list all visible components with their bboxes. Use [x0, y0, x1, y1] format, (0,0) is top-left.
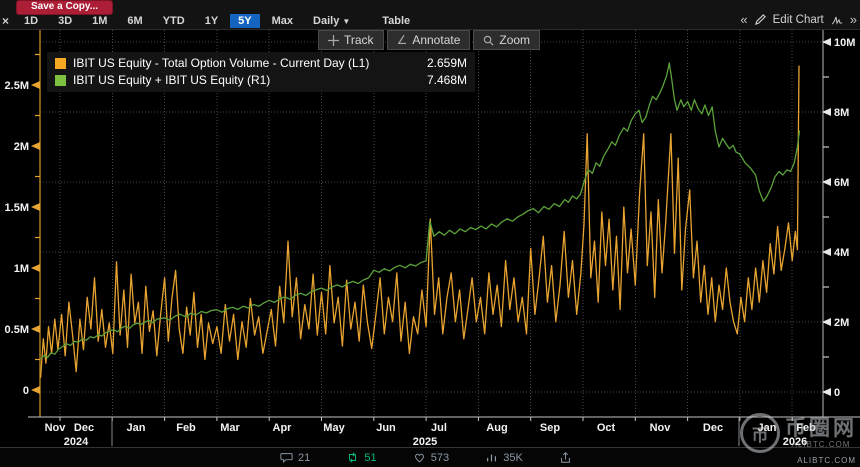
share-icon	[561, 452, 570, 463]
pencil-icon	[754, 14, 766, 25]
svg-text:Jan: Jan	[758, 422, 777, 434]
edit-chart-button[interactable]: Edit Chart	[772, 13, 824, 26]
signature-icon[interactable]	[831, 14, 843, 26]
legend-value: 7.468M	[426, 73, 467, 87]
track-crosshair-icon	[328, 34, 339, 46]
interval-dropdown[interactable]: Daily ▼	[313, 14, 351, 27]
svg-text:4M: 4M	[834, 247, 849, 259]
svg-text:0.5M: 0.5M	[5, 324, 29, 336]
heart-icon	[414, 453, 424, 463]
svg-text:0: 0	[834, 387, 840, 399]
reply-button[interactable]: 21	[280, 451, 310, 464]
left-axis: 0 0.5M 1M 1.5M 2M 2.5M	[5, 30, 41, 417]
views-button[interactable]: 35K	[485, 451, 523, 464]
svg-text:Apr: Apr	[273, 422, 293, 434]
svg-text:2M: 2M	[834, 317, 849, 329]
chart-legend: IBIT US Equity - Total Option Volume - C…	[47, 52, 475, 92]
footer-bar: 21 51 573 35K ALIBTC.COM	[0, 447, 860, 467]
svg-text:Jun: Jun	[376, 422, 396, 434]
annotate-angle-icon: ∠	[396, 33, 408, 47]
chart-toolbar: Track ∠ Annotate Zoom	[318, 30, 541, 50]
legend-row[interactable]: IBIT US Equity - Total Option Volume - C…	[55, 56, 467, 71]
svg-text:Dec: Dec	[74, 422, 94, 434]
svg-text:Feb: Feb	[176, 422, 196, 434]
svg-text:Jan: Jan	[127, 422, 146, 434]
footer-watermark-url: ALIBTC.COM	[797, 456, 856, 465]
chevron-down-icon: ▼	[342, 16, 351, 26]
svg-text:8M: 8M	[834, 107, 849, 119]
edit-chart-tools: « Edit Chart »	[740, 12, 857, 27]
share-button[interactable]	[559, 451, 572, 464]
series-line	[39, 65, 800, 378]
collapse-right-icon[interactable]: »	[849, 12, 857, 27]
tab-1m[interactable]: 1M	[92, 14, 108, 27]
zoom-button[interactable]: Zoom	[473, 30, 541, 50]
range-tabs: × 1D 3D 1M 6M YTD 1Y 5Y Max Daily ▼ Table	[0, 12, 420, 29]
svg-text:6M: 6M	[834, 177, 849, 189]
tab-ytd[interactable]: YTD	[162, 14, 185, 27]
table-button[interactable]: Table	[382, 14, 411, 27]
series-line	[40, 62, 801, 360]
collapse-left-icon[interactable]: «	[740, 12, 748, 27]
magnifier-icon	[484, 35, 494, 46]
svg-text:2M: 2M	[14, 141, 29, 153]
legend-swatch-icon	[55, 58, 66, 69]
legend-swatch-icon	[55, 75, 66, 86]
svg-text:Nov: Nov	[45, 422, 67, 434]
svg-text:2.5M: 2.5M	[5, 80, 29, 92]
svg-text:2024: 2024	[64, 436, 89, 448]
tab-6m[interactable]: 6M	[127, 14, 143, 27]
top-toolbar: Save a Copy... × 1D 3D 1M 6M YTD 1Y 5Y Max Daily…	[0, 0, 860, 30]
svg-text:2026: 2026	[783, 436, 807, 448]
svg-text:May: May	[323, 422, 345, 434]
svg-text:1M: 1M	[14, 263, 29, 275]
like-button[interactable]: 573	[413, 451, 449, 464]
annotate-button[interactable]: ∠ Annotate	[386, 30, 471, 50]
svg-text:Feb: Feb	[796, 422, 816, 434]
svg-text:10M: 10M	[834, 37, 855, 49]
svg-text:0: 0	[23, 385, 29, 397]
save-copy-button[interactable]: Save a Copy...	[16, 0, 114, 15]
legend-value: 2.659M	[426, 56, 467, 70]
legend-label: IBIT US Equity + IBIT US Equity (R1)	[73, 73, 271, 87]
legend-row[interactable]: IBIT US Equity + IBIT US Equity (R1) 7.46…	[55, 73, 467, 88]
tab-5y[interactable]: 5Y	[230, 13, 260, 28]
track-button[interactable]: Track	[318, 30, 384, 50]
svg-text:Nov: Nov	[650, 422, 672, 434]
svg-text:2025: 2025	[413, 436, 437, 448]
close-icon[interactable]: ×	[2, 13, 10, 28]
repost-icon	[349, 452, 357, 463]
svg-text:Mar: Mar	[220, 422, 240, 434]
views-bars-icon	[487, 454, 497, 462]
tab-max[interactable]: Max	[271, 14, 294, 27]
x-axis: Nov Dec Jan Feb Mar Apr May Jun Jul Aug Sep Oct Nov D…	[28, 416, 860, 448]
legend-label: IBIT US Equity - Total Option Volume - C…	[73, 56, 370, 70]
reply-bubble-icon	[280, 453, 293, 463]
right-axis: 0 2M 4M 6M 8M 10M	[822, 30, 855, 417]
tab-1d[interactable]: 1D	[24, 14, 39, 27]
svg-text:Dec: Dec	[703, 422, 723, 434]
repost-button[interactable]: 51	[346, 451, 377, 464]
svg-text:1.5M: 1.5M	[5, 202, 29, 214]
tab-3d[interactable]: 3D	[58, 14, 73, 27]
svg-text:Aug: Aug	[486, 422, 507, 434]
svg-text:Oct: Oct	[597, 422, 616, 434]
svg-text:Sep: Sep	[540, 422, 560, 434]
svg-text:Jul: Jul	[431, 422, 447, 434]
tab-1y[interactable]: 1Y	[204, 14, 219, 27]
